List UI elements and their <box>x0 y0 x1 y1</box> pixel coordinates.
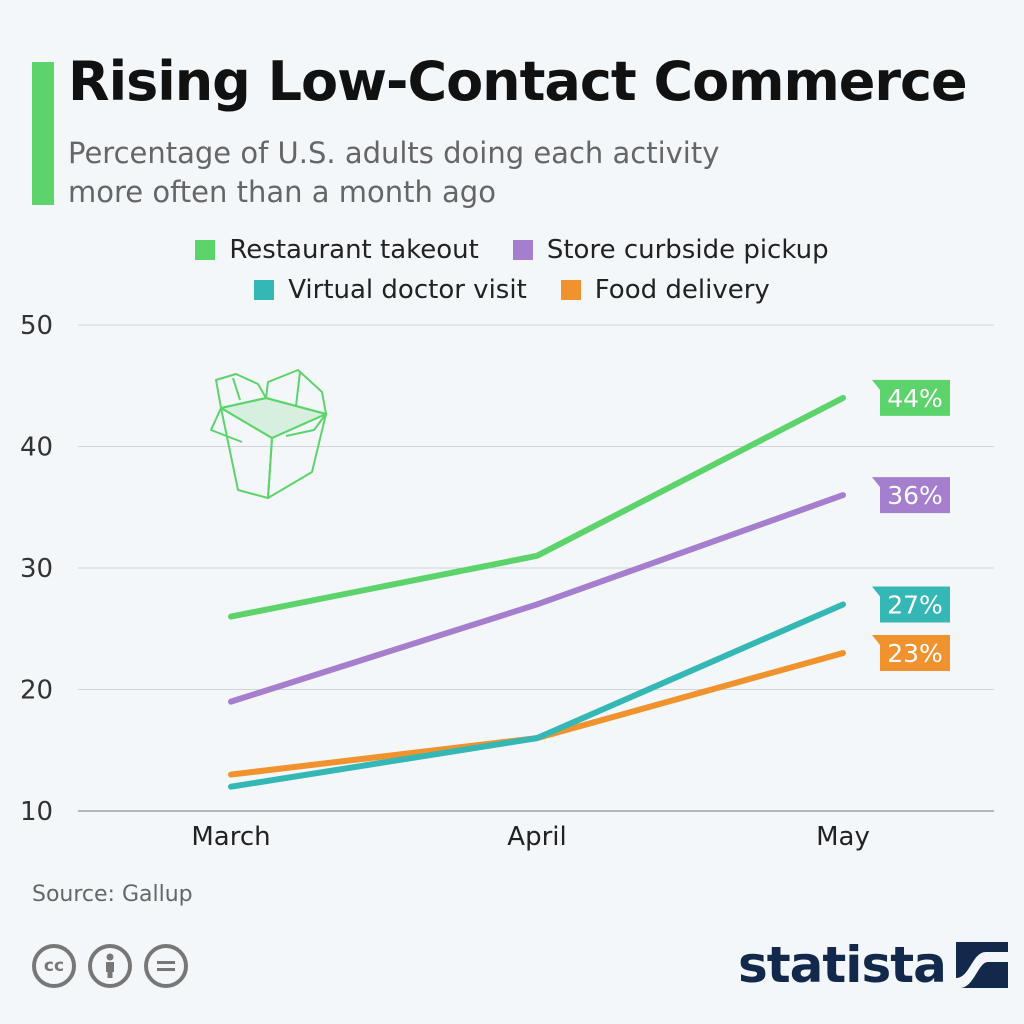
end-value-badge <box>872 635 950 672</box>
end-value-badge <box>872 586 950 623</box>
end-value-badge <box>872 379 950 416</box>
legend-item-virtual-doctor-visit: Virtual doctor visit <box>254 275 527 305</box>
statista-logo-icon <box>955 942 1008 988</box>
legend-item-store-curbside-pickup: Store curbside pickup <box>512 235 829 265</box>
end-value-badge <box>872 477 950 514</box>
license-icons: cc <box>32 944 188 988</box>
y-tick-label: 20 <box>20 676 53 706</box>
legend-swatch <box>560 280 581 300</box>
y-tick-label: 50 <box>20 311 53 341</box>
y-tick-label: 30 <box>20 554 53 584</box>
brand[interactable]: statista <box>738 936 1008 994</box>
x-tick-label: March <box>191 822 270 852</box>
end-value-label: 27% <box>887 590 943 619</box>
end-value-label: 36% <box>887 481 943 510</box>
series-line <box>228 492 846 705</box>
y-tick-label: 40 <box>20 433 53 463</box>
chart-legend: Restaurant takeout Store curbside pickup… <box>0 230 1024 310</box>
x-tick-label: April <box>507 822 566 852</box>
legend-item-restaurant-takeout: Restaurant takeout <box>195 235 479 265</box>
page-title: Rising Low-Contact Commerce <box>68 50 968 113</box>
legend-label: Store curbside pickup <box>546 235 829 265</box>
title-accent-bar <box>32 62 54 205</box>
legend-swatch <box>512 240 533 260</box>
page-subtitle: Percentage of U.S. adults doing each act… <box>68 136 720 209</box>
source-note: Source: Gallup <box>32 882 193 907</box>
legend-label: Virtual doctor visit <box>288 275 527 305</box>
brand-wordmark: statista <box>738 936 947 994</box>
legend-item-food-delivery: Food delivery <box>560 275 770 305</box>
legend-label: Food delivery <box>594 275 770 305</box>
legend-label: Restaurant takeout <box>229 235 479 265</box>
end-value-label: 23% <box>887 639 943 668</box>
attribution-icon[interactable] <box>88 944 132 988</box>
no-derivatives-icon[interactable] <box>144 944 188 988</box>
legend-swatch <box>254 280 275 300</box>
series-line <box>228 601 846 790</box>
x-tick-label: May <box>816 822 870 852</box>
legend-swatch <box>195 240 216 260</box>
end-value-label: 44% <box>887 384 943 413</box>
takeout-box-icon <box>210 369 327 499</box>
series-line <box>228 394 846 620</box>
creative-commons-icon[interactable]: cc <box>32 944 76 988</box>
y-tick-label: 10 <box>20 797 53 827</box>
